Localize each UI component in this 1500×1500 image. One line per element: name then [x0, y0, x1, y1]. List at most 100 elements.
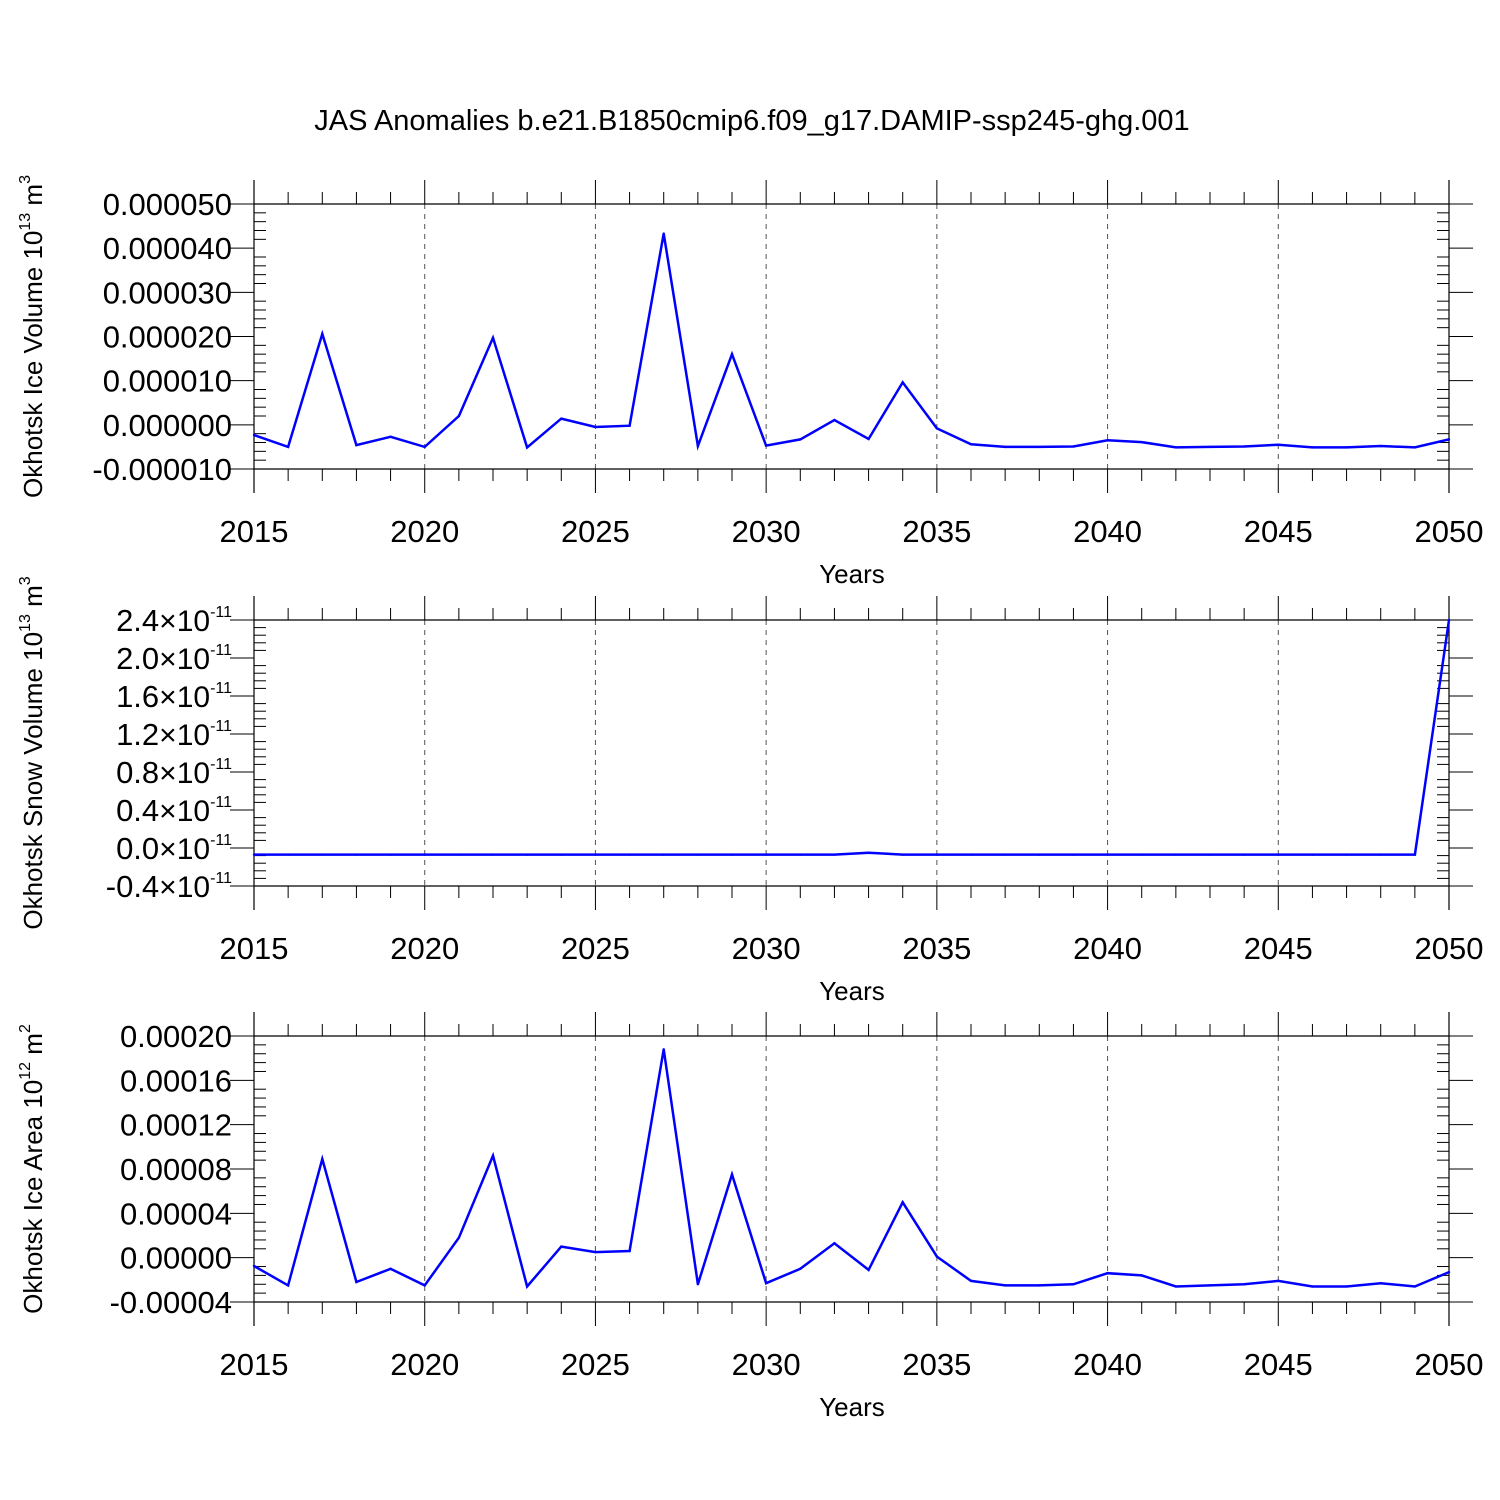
data-point [321, 332, 324, 336]
x-axis-label: Years [819, 559, 885, 589]
data-point [1242, 853, 1246, 856]
data-point [1242, 1283, 1246, 1286]
data-point [1174, 1285, 1178, 1288]
data-point [730, 1173, 734, 1176]
data-point [355, 853, 358, 856]
panel-ice-volume: 2015 2020 2025 2030 2035 2040 2045 2050 -0.00001… [17, 175, 1483, 589]
x-tick-label: 2030 [732, 931, 801, 966]
data-point [1038, 853, 1041, 856]
data-point [696, 1283, 700, 1286]
data-point [833, 853, 836, 856]
x-tick-label: 2040 [1073, 514, 1142, 549]
x-tick-label: 2035 [902, 1347, 971, 1382]
data-point [1277, 853, 1280, 856]
x-tick-label: 2035 [902, 931, 971, 966]
y-tick-label: 2.0×10-11 [116, 641, 232, 676]
series-line [254, 619, 1451, 856]
data-point [1072, 1283, 1075, 1286]
data-point [1106, 439, 1109, 442]
data-point [935, 1255, 939, 1258]
data-point [1277, 1279, 1280, 1283]
data-point [901, 1201, 904, 1204]
data-point [764, 1281, 768, 1285]
y-tick-label: 0.00008 [120, 1152, 232, 1187]
x-tick-label: 2030 [732, 1347, 801, 1382]
x-tick-label: 2015 [220, 1347, 289, 1382]
data-point [833, 418, 836, 422]
data-point [969, 443, 973, 446]
data-point [1345, 446, 1348, 449]
data-point [1379, 444, 1382, 448]
y-tick-label: 0.00020 [120, 1019, 232, 1054]
data-point [321, 853, 324, 856]
y-tick-label: 0.00012 [120, 1108, 232, 1143]
data-point [1413, 1285, 1417, 1288]
data-point [696, 853, 700, 856]
x-tick-label: 2025 [561, 1347, 630, 1382]
y-axis-label: Okhotsk Snow Volume 1013 m3 [17, 576, 48, 929]
data-point [628, 1249, 631, 1253]
data-point [1379, 853, 1382, 856]
data-point [1311, 446, 1314, 449]
data-point [1140, 853, 1143, 856]
data-point [833, 1242, 836, 1245]
data-point [457, 853, 461, 856]
data-point [594, 1250, 597, 1254]
x-axis-label: Years [819, 976, 885, 1006]
y-tick-label: 0.0×10-11 [116, 831, 232, 866]
figure-title: JAS Anomalies b.e21.B1850cmip6.f09_g17.D… [314, 105, 1189, 137]
data-point [286, 445, 290, 449]
data-point [389, 853, 392, 856]
data-point [594, 425, 597, 429]
data-point [389, 435, 392, 438]
data-point [1106, 1271, 1109, 1275]
data-point [594, 853, 597, 856]
data-point [1447, 618, 1451, 622]
x-tick-label: 2025 [561, 514, 630, 549]
data-point [1208, 445, 1212, 449]
data-point [1174, 853, 1178, 856]
data-point [764, 853, 768, 856]
data-point [1345, 853, 1348, 856]
data-point [491, 1154, 495, 1157]
data-point [1311, 853, 1314, 856]
y-tick-label: 0.000030 [103, 275, 232, 310]
panel-ice-area: 2015 2020 2025 2030 2035 2040 2045 2050 -0.00004… [17, 1012, 1483, 1422]
data-point [867, 1268, 870, 1272]
data-point [321, 1157, 324, 1161]
data-point [901, 381, 904, 384]
series-line [253, 1049, 1450, 1290]
x-tick-label: 2035 [902, 514, 971, 549]
y-tick-label: 0.000040 [103, 231, 232, 266]
x-tick-label: 2040 [1073, 931, 1142, 966]
data-point [560, 1245, 563, 1248]
data-point [1140, 1274, 1143, 1277]
data-point [525, 853, 529, 856]
y-tick-label: 1.2×10-11 [116, 717, 232, 752]
data-point [867, 437, 870, 441]
data-point [696, 444, 700, 448]
y-axis-label: Okhotsk Ice Area 1012 m2 [17, 1024, 48, 1314]
x-tick-label: 2020 [390, 931, 459, 966]
y-tick-label: 0.8×10-11 [116, 755, 232, 790]
data-point [730, 352, 734, 356]
y-tick-label: 2.4×10-11 [116, 603, 232, 638]
data-point [423, 445, 426, 449]
data-point [935, 853, 939, 856]
data-point [1072, 853, 1075, 856]
y-tick-label: -0.00004 [110, 1285, 232, 1320]
data-point [1038, 1284, 1041, 1287]
x-tick-label: 2050 [1415, 931, 1484, 966]
data-point [1413, 853, 1417, 856]
data-point [799, 853, 802, 856]
y-tick-label: 1.6×10-11 [116, 679, 232, 714]
data-point [969, 1279, 973, 1283]
y-tick-label: -0.000010 [92, 452, 232, 487]
data-point [1106, 853, 1109, 856]
x-axis-label: Years [819, 1392, 885, 1422]
data-point [1174, 446, 1178, 449]
data-point [662, 232, 665, 235]
data-point [1311, 1285, 1314, 1288]
x-tick-label: 2045 [1244, 931, 1313, 966]
